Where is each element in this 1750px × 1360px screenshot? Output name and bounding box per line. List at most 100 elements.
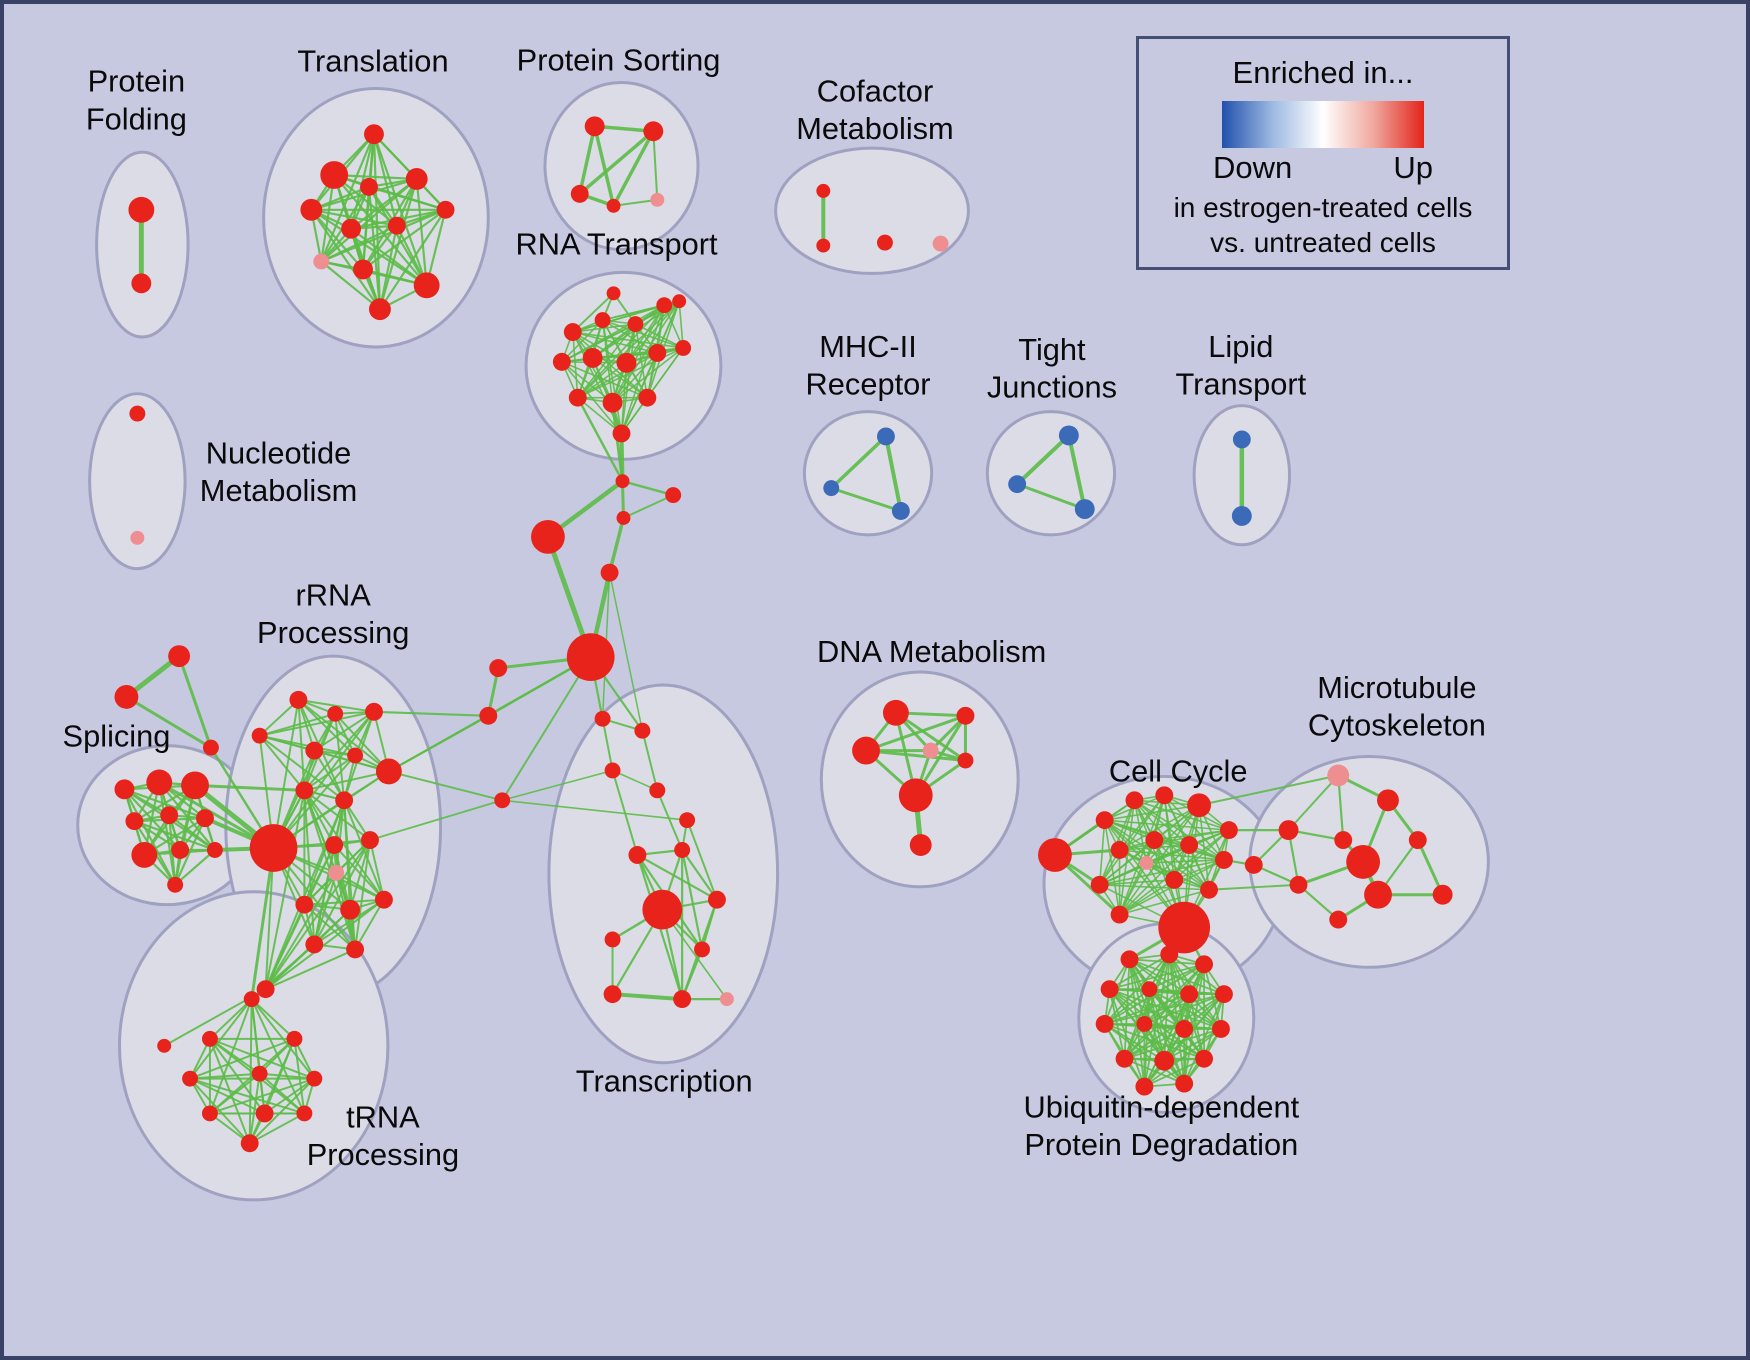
edge-rt10-rt15: [620, 352, 659, 435]
edge-tx7-tx10: [681, 848, 704, 951]
edge-rr9-rr18: [264, 799, 346, 991]
node-tr1: [243, 991, 260, 1008]
edge-rt2-rt9: [571, 331, 628, 364]
node-ub8: [1095, 1015, 1114, 1033]
edge-rr4-rr8: [258, 734, 306, 792]
node-s2: [146, 769, 173, 796]
node-rr16: [305, 935, 324, 954]
node-ub15: [1135, 1077, 1154, 1096]
edge-rr11-rr18: [264, 839, 371, 991]
node-ccb: [1038, 838, 1072, 872]
node-dm2: [956, 706, 975, 725]
edge-t3-t10: [310, 208, 365, 271]
node-cch: [1158, 901, 1211, 954]
node-tj2: [1008, 475, 1027, 494]
edge-cc5-cc6: [1118, 829, 1230, 851]
edge-rr3-rr8: [303, 710, 375, 792]
edge-tr4-tr8: [189, 1077, 266, 1115]
edge-t4-t6: [367, 185, 447, 211]
edge-rr9-rr17: [343, 799, 357, 951]
edge-tr2-tr6: [208, 1037, 316, 1080]
edge-hub-cn8: [501, 656, 592, 802]
node-cc12: [1165, 870, 1184, 889]
edge-cc8-cc14: [1118, 844, 1190, 916]
node-t2: [320, 161, 349, 189]
node-cc14: [1110, 905, 1129, 924]
cluster-label-splicing: Splicing: [63, 719, 171, 754]
edge-tx3-tx4: [611, 769, 659, 792]
node-mc2: [1377, 789, 1399, 812]
node-cc6: [1110, 841, 1129, 859]
legend-gradient-bar: [1222, 101, 1424, 148]
node-mc5: [1408, 831, 1427, 849]
edge-rr12-rr18: [264, 871, 338, 991]
edge-rr3-rr5: [313, 710, 375, 752]
node-cc3: [1155, 786, 1174, 805]
node-rr7: [375, 758, 402, 785]
node-t3: [300, 198, 323, 221]
node-ub12: [1115, 1049, 1134, 1068]
node-ps2: [643, 121, 664, 142]
node-tx13: [719, 992, 734, 1007]
edge-rt7-rt13: [561, 361, 614, 404]
edge-ub12-ub16: [1123, 1057, 1186, 1085]
edge-cc9-cc11: [1145, 859, 1225, 864]
edge-ub1-ub12: [1123, 958, 1131, 1060]
node-rr3: [365, 702, 383, 721]
node-s3: [181, 771, 209, 800]
node-rt7: [552, 352, 571, 371]
cluster-label-rrna-processing: rRNA Processing: [257, 577, 409, 650]
node-cn2: [665, 487, 682, 504]
edge-rr13-rr17: [303, 903, 357, 951]
node-tx11: [603, 985, 622, 1004]
node-sb: [114, 684, 139, 709]
node-ub3: [1195, 955, 1213, 974]
node-mc3: [1278, 820, 1299, 841]
node-ub13: [1154, 1050, 1175, 1071]
edge-rr4-rr9: [258, 734, 346, 802]
edge-tr1-tr3: [250, 998, 296, 1040]
edge-ps4-ps5: [612, 198, 659, 207]
node-t9: [313, 253, 330, 270]
node-tx10: [694, 941, 710, 958]
node-t4: [360, 177, 378, 196]
edge-cc10-cc13: [1098, 883, 1210, 891]
edge-tx7-tx8: [681, 848, 719, 901]
node-cn5: [600, 563, 619, 582]
node-rr6: [347, 747, 364, 764]
edge-cc13-cc14: [1118, 888, 1210, 916]
edge-ub14-ub15: [1143, 1057, 1205, 1088]
edge-dm3-dm5: [864, 749, 967, 763]
edge-rt8-rt11: [591, 347, 684, 359]
node-rt3: [594, 312, 611, 329]
node-rh: [249, 824, 298, 872]
node-dm1: [882, 699, 909, 726]
node-lp2: [1231, 506, 1252, 526]
cluster-label-cofactor-metabolism: Cofactor Metabolism: [796, 73, 953, 146]
edge-rt6-rt12: [576, 300, 680, 399]
cluster-label-rna-transport: RNA Transport: [516, 227, 718, 262]
edge-t1-t9: [320, 133, 376, 263]
legend-down-label: Down: [1213, 150, 1293, 185]
edge-cc2-cc9: [1133, 799, 1225, 861]
legend-caption-line1: in estrogen-treated cells: [1173, 192, 1473, 223]
edge-tx2-tx4: [641, 729, 659, 792]
edge-sb-sc: [124, 695, 213, 750]
cluster-ellipse-transcription: [547, 683, 780, 1065]
edge-ps2-ps4: [611, 129, 656, 208]
node-tr5: [251, 1065, 268, 1082]
node-cc4: [1187, 793, 1212, 818]
node-ub6: [1180, 985, 1199, 1004]
node-rt14: [638, 388, 657, 407]
cluster-ellipse-mhc-ii-receptor: [802, 410, 934, 537]
edge-tr3-tr4: [189, 1037, 296, 1080]
edge-ub6-ub8: [1103, 993, 1191, 1025]
node-cm4: [932, 235, 949, 252]
edge-t8-t12: [378, 224, 398, 311]
node-dm5: [957, 752, 974, 769]
node-rr8: [295, 781, 314, 800]
node-cc9: [1214, 850, 1233, 869]
node-tj3: [1074, 499, 1095, 519]
node-ub11: [1212, 1019, 1230, 1038]
cluster-ellipse-protein-sorting: [543, 81, 700, 252]
